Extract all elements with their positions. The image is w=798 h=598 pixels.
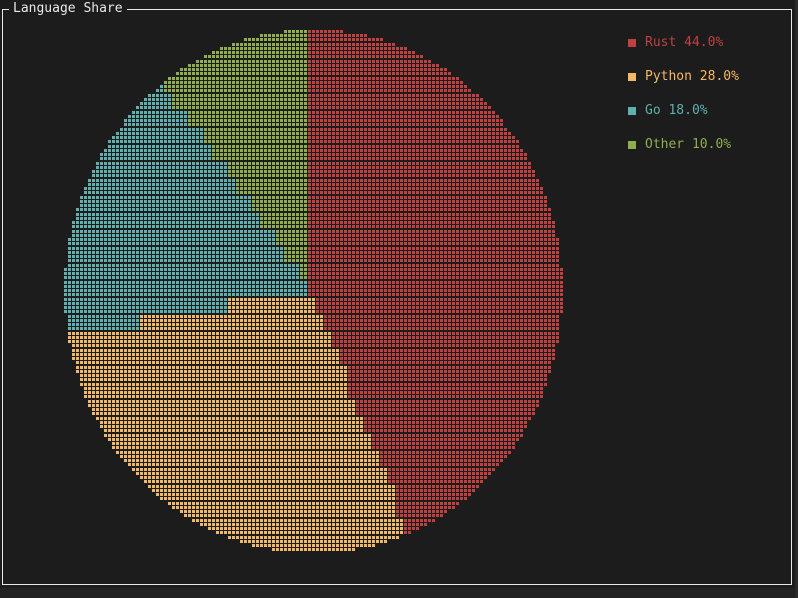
other-swatch-icon bbox=[628, 140, 636, 149]
legend-label: Go 18.0% bbox=[645, 103, 708, 118]
chart-panel bbox=[2, 9, 792, 585]
go-swatch-icon bbox=[628, 106, 636, 115]
legend-label: Python 28.0% bbox=[645, 69, 739, 84]
panel-title: Language Share bbox=[9, 1, 127, 17]
python-swatch-icon bbox=[628, 72, 636, 81]
legend-label: Rust 44.0% bbox=[645, 35, 724, 50]
legend-item-rust: Rust 44.0% bbox=[628, 34, 739, 51]
window-bottom-edge bbox=[0, 588, 798, 598]
legend-item-python: Python 28.0% bbox=[628, 68, 739, 85]
rust-swatch-icon bbox=[628, 38, 636, 47]
legend: Rust 44.0% Python 28.0% Go 18.0% Other 1… bbox=[628, 34, 739, 170]
legend-item-other: Other 10.0% bbox=[628, 136, 739, 153]
window-right-edge bbox=[795, 0, 798, 598]
legend-item-go: Go 18.0% bbox=[628, 102, 739, 119]
legend-label: Other 10.0% bbox=[645, 137, 732, 152]
